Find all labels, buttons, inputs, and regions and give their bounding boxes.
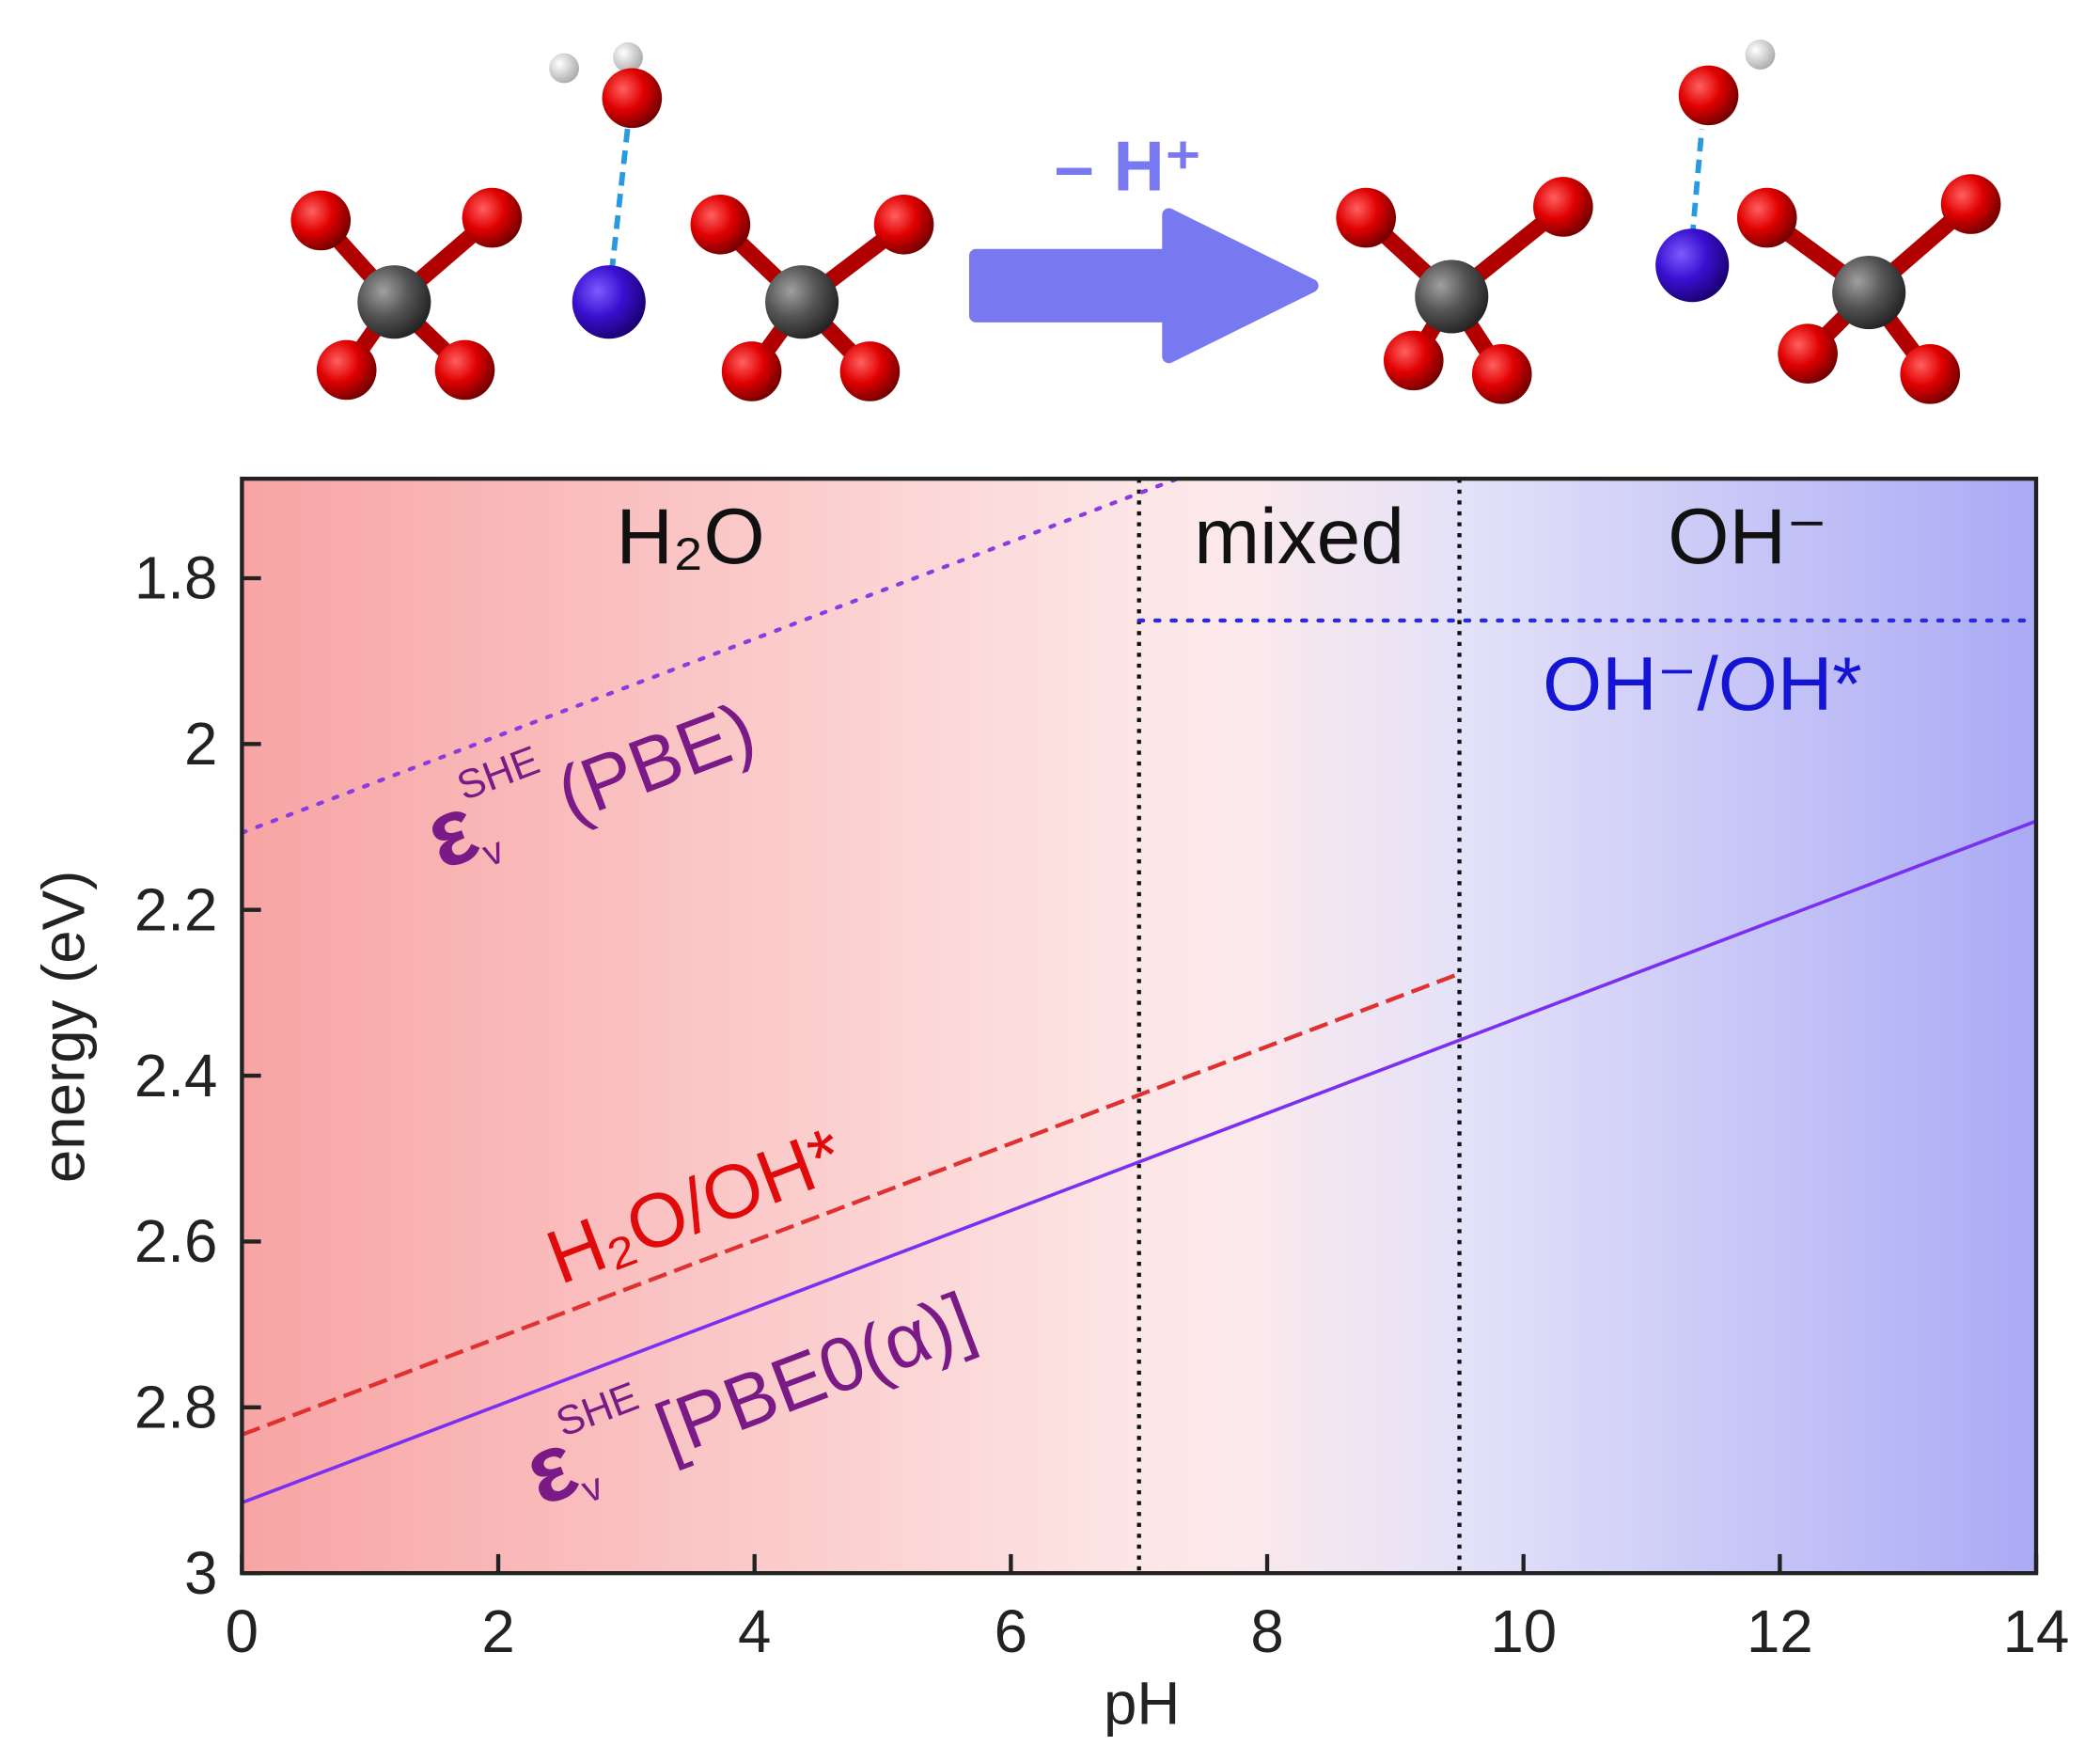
region-label: OH⁻ — [1668, 492, 1827, 580]
atom — [613, 42, 643, 72]
y-tick-label: 2.2 — [134, 876, 217, 943]
y-tick-label: 2.4 — [134, 1043, 217, 1109]
reaction-arrow — [968, 208, 1319, 364]
y-axis-label: energy (eV) — [31, 871, 98, 1183]
plot-frame — [240, 477, 2039, 1576]
y-tick-label: 2.8 — [134, 1374, 217, 1440]
y-tick-label: 2.6 — [134, 1208, 217, 1275]
atom — [549, 53, 579, 84]
series-line — [241, 819, 2037, 1504]
carbonate — [1736, 174, 2001, 404]
region-label: mixed — [1194, 492, 1404, 580]
series-line — [240, 477, 1180, 835]
atom — [572, 265, 646, 339]
x-tick-label: 14 — [2003, 1598, 2070, 1665]
y-tick-label: 2 — [184, 711, 217, 778]
y-tick-label: 1.8 — [134, 545, 217, 612]
x-tick-label: 4 — [738, 1598, 771, 1665]
atom — [1745, 39, 1776, 70]
x-axis-label: pH — [1104, 1671, 1180, 1738]
x-tick-label: 8 — [1250, 1598, 1283, 1665]
plot-area — [240, 477, 2039, 1574]
x-tick-label: 2 — [481, 1598, 514, 1665]
x-tick-label: 12 — [1747, 1598, 1813, 1665]
atom — [1655, 228, 1730, 303]
region-label: H₂O — [616, 492, 764, 580]
bond — [1689, 129, 1705, 239]
series-label: OH⁻/OH* — [1543, 642, 1862, 727]
atom — [602, 68, 663, 129]
carbonate — [1336, 177, 1593, 404]
x-tick-label: 10 — [1490, 1598, 1557, 1665]
y-tick-label: 3 — [184, 1540, 217, 1607]
molecule-illustration: – H⁺ — [290, 39, 2001, 404]
bond — [608, 124, 631, 273]
carbonate — [290, 187, 523, 401]
reaction-label: – H⁺ — [1055, 127, 1202, 206]
x-tick-label: 6 — [995, 1598, 1027, 1665]
atom — [1678, 65, 1739, 126]
carbonate — [690, 194, 934, 401]
x-tick-label: 0 — [226, 1598, 259, 1665]
